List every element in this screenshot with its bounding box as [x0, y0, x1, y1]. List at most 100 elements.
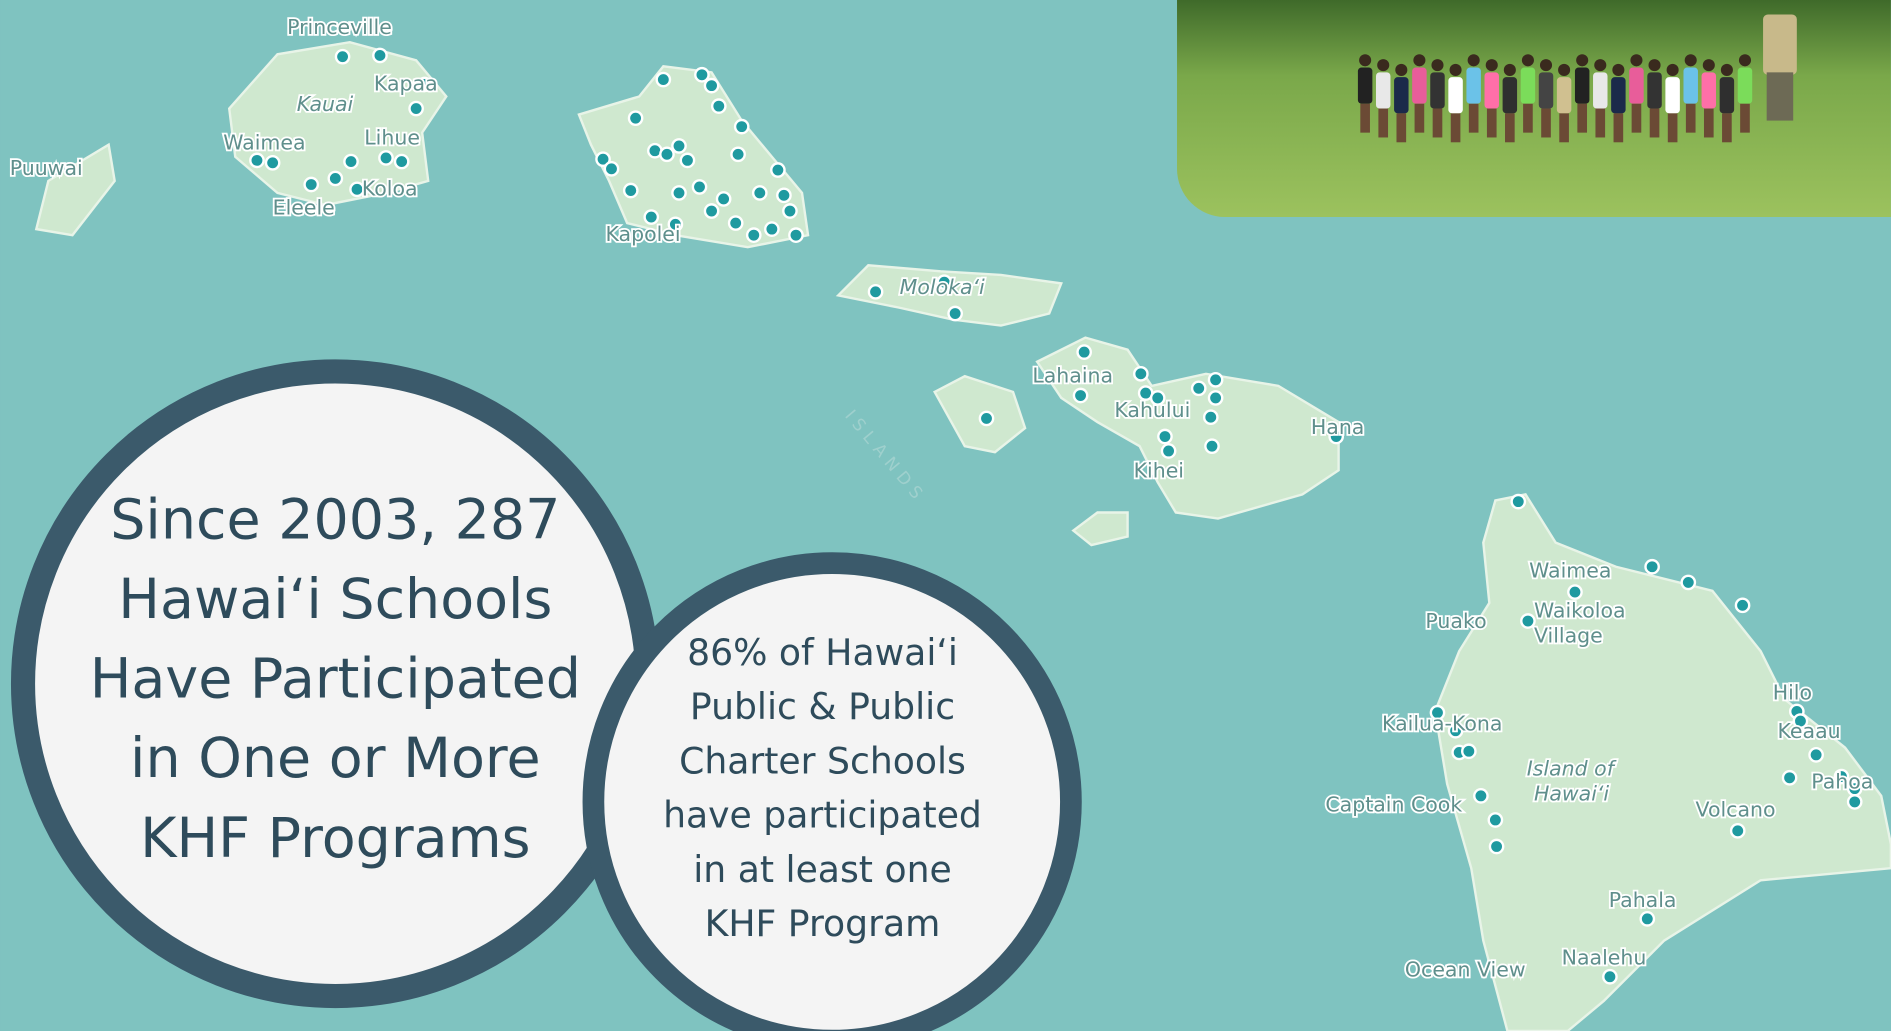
- person-head: [1594, 59, 1607, 72]
- person-body: [1647, 72, 1662, 109]
- secondary-stat-line: have participated: [663, 794, 982, 837]
- school-marker: [1202, 409, 1219, 426]
- place-label: Kailua-Kona: [1382, 712, 1502, 736]
- person-legs: [1523, 103, 1533, 133]
- school-marker: [1680, 574, 1697, 591]
- school-marker: [936, 274, 953, 291]
- school-marker: [1729, 822, 1746, 839]
- person-legs: [1541, 108, 1551, 138]
- place-label: Waimea: [1529, 559, 1611, 583]
- school-marker: [1488, 838, 1505, 855]
- person-head: [1413, 54, 1426, 67]
- person-head: [1738, 54, 1752, 67]
- school-marker: [659, 146, 675, 163]
- school-marker: [1846, 794, 1863, 810]
- school-marker: [1808, 747, 1824, 763]
- person-legs: [1740, 103, 1750, 133]
- person-legs: [1766, 72, 1794, 121]
- person-body: [1484, 72, 1499, 109]
- person-head: [1720, 63, 1733, 76]
- school-marker: [372, 47, 388, 64]
- school-marker: [1639, 911, 1656, 927]
- person-body: [1629, 67, 1644, 104]
- niihau: [34, 142, 116, 237]
- person-head: [1648, 59, 1661, 72]
- school-marker: [745, 227, 762, 243]
- main-stat-line: Since 2003, 287: [110, 488, 560, 552]
- main-stat-line: KHF Programs: [140, 807, 530, 871]
- school-marker: [643, 209, 660, 225]
- school-marker: [671, 138, 687, 154]
- person-legs: [1360, 103, 1370, 133]
- school-marker: [1190, 380, 1207, 397]
- person-body: [1556, 77, 1572, 114]
- person-head: [1521, 54, 1534, 67]
- person-body: [1466, 67, 1481, 104]
- person-legs: [1613, 113, 1624, 143]
- school-marker: [1157, 428, 1173, 445]
- place-label: Kapolei: [605, 222, 680, 246]
- person-legs: [1378, 108, 1389, 138]
- person-legs: [1577, 103, 1588, 133]
- place-label: Molokaʻi: [900, 275, 985, 299]
- place-label: Kauai: [297, 92, 354, 116]
- school-marker: [703, 203, 720, 219]
- school-marker: [715, 191, 732, 207]
- school-marker: [1833, 768, 1850, 785]
- school-marker: [733, 118, 750, 135]
- school-marker: [667, 216, 684, 233]
- school-marker: [264, 154, 281, 171]
- place-label: Hana: [1311, 415, 1364, 439]
- school-marker: [782, 203, 798, 219]
- person-body: [1357, 67, 1373, 104]
- school-marker: [1447, 722, 1464, 739]
- school-marker: [947, 305, 963, 322]
- place-label: Eleele: [273, 196, 335, 220]
- place-label: Hilo: [1773, 680, 1812, 704]
- person-head: [1702, 59, 1715, 72]
- school-marker: [393, 153, 410, 170]
- secondary-stat-circle: [582, 552, 1082, 1031]
- person-legs: [1685, 103, 1696, 133]
- person-body: [1502, 77, 1518, 114]
- islands: [34, 40, 1891, 1031]
- person-legs: [1396, 113, 1407, 143]
- person-legs: [1649, 108, 1660, 138]
- place-label: Pahala: [1609, 888, 1677, 912]
- school-marker: [1602, 968, 1618, 985]
- place-label: Koloa: [362, 176, 418, 200]
- school-marker: [867, 283, 884, 300]
- person-legs: [1432, 108, 1443, 138]
- school-marker: [343, 153, 359, 170]
- person-head: [1395, 63, 1408, 76]
- school-marker: [627, 110, 644, 127]
- place-label: Village: [1534, 624, 1603, 648]
- school-marker: [334, 48, 351, 65]
- school-marker: [788, 227, 804, 243]
- secondary-stat-line: Public & Public: [690, 685, 955, 728]
- person-legs: [1595, 108, 1606, 138]
- school-marker: [408, 100, 424, 117]
- place-label: Puuwai: [10, 156, 83, 180]
- place-label: Kihei: [1134, 459, 1184, 483]
- place-label: Ocean View: [1405, 958, 1526, 982]
- place-label: Keaau: [1778, 719, 1841, 743]
- photo-people: [1357, 14, 1797, 143]
- person-body: [1701, 72, 1717, 109]
- main-stat-line: Hawaiʻi Schools: [118, 568, 552, 632]
- person-legs: [1667, 113, 1678, 143]
- person-legs: [1468, 103, 1479, 133]
- place-label: Princeville: [287, 15, 392, 39]
- person-legs: [1722, 113, 1732, 143]
- person-body: [1538, 72, 1554, 109]
- school-marker: [327, 170, 344, 187]
- person-body: [1611, 77, 1626, 114]
- secondary-stat-line: KHF Program: [705, 902, 941, 945]
- school-marker: [416, 76, 433, 93]
- school-marker: [1160, 443, 1177, 459]
- person-head: [1630, 54, 1643, 67]
- person-head: [1449, 63, 1462, 76]
- school-marker: [349, 181, 365, 198]
- person-head: [1359, 54, 1372, 67]
- school-marker: [303, 176, 320, 193]
